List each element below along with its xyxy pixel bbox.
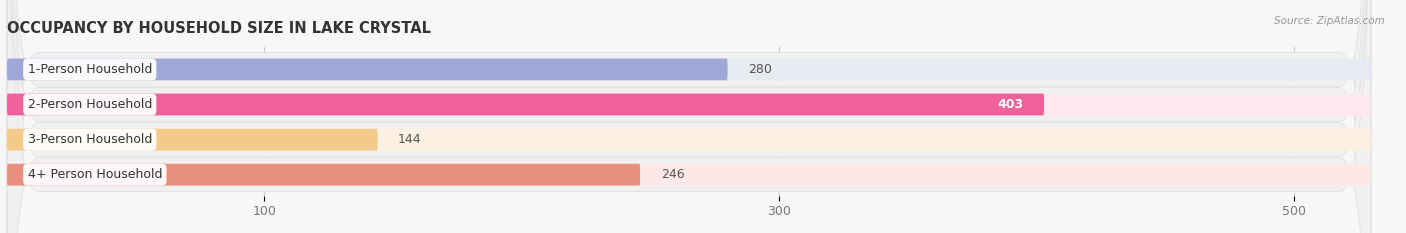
Text: 4+ Person Household: 4+ Person Household	[28, 168, 162, 181]
FancyBboxPatch shape	[7, 94, 1371, 115]
Text: 280: 280	[748, 63, 772, 76]
Text: 246: 246	[661, 168, 685, 181]
Text: Source: ZipAtlas.com: Source: ZipAtlas.com	[1274, 16, 1385, 26]
FancyBboxPatch shape	[7, 58, 1371, 80]
FancyBboxPatch shape	[7, 129, 1371, 151]
Text: OCCUPANCY BY HOUSEHOLD SIZE IN LAKE CRYSTAL: OCCUPANCY BY HOUSEHOLD SIZE IN LAKE CRYS…	[7, 21, 432, 36]
Text: 403: 403	[997, 98, 1024, 111]
FancyBboxPatch shape	[7, 129, 378, 151]
Text: 3-Person Household: 3-Person Household	[28, 133, 152, 146]
FancyBboxPatch shape	[7, 0, 1371, 233]
FancyBboxPatch shape	[7, 0, 1371, 233]
FancyBboxPatch shape	[7, 58, 727, 80]
FancyBboxPatch shape	[7, 0, 1371, 233]
FancyBboxPatch shape	[7, 0, 1371, 233]
FancyBboxPatch shape	[7, 164, 640, 185]
Text: 1-Person Household: 1-Person Household	[28, 63, 152, 76]
FancyBboxPatch shape	[7, 94, 1045, 115]
FancyBboxPatch shape	[7, 164, 1371, 185]
Text: 144: 144	[398, 133, 422, 146]
Text: 2-Person Household: 2-Person Household	[28, 98, 152, 111]
